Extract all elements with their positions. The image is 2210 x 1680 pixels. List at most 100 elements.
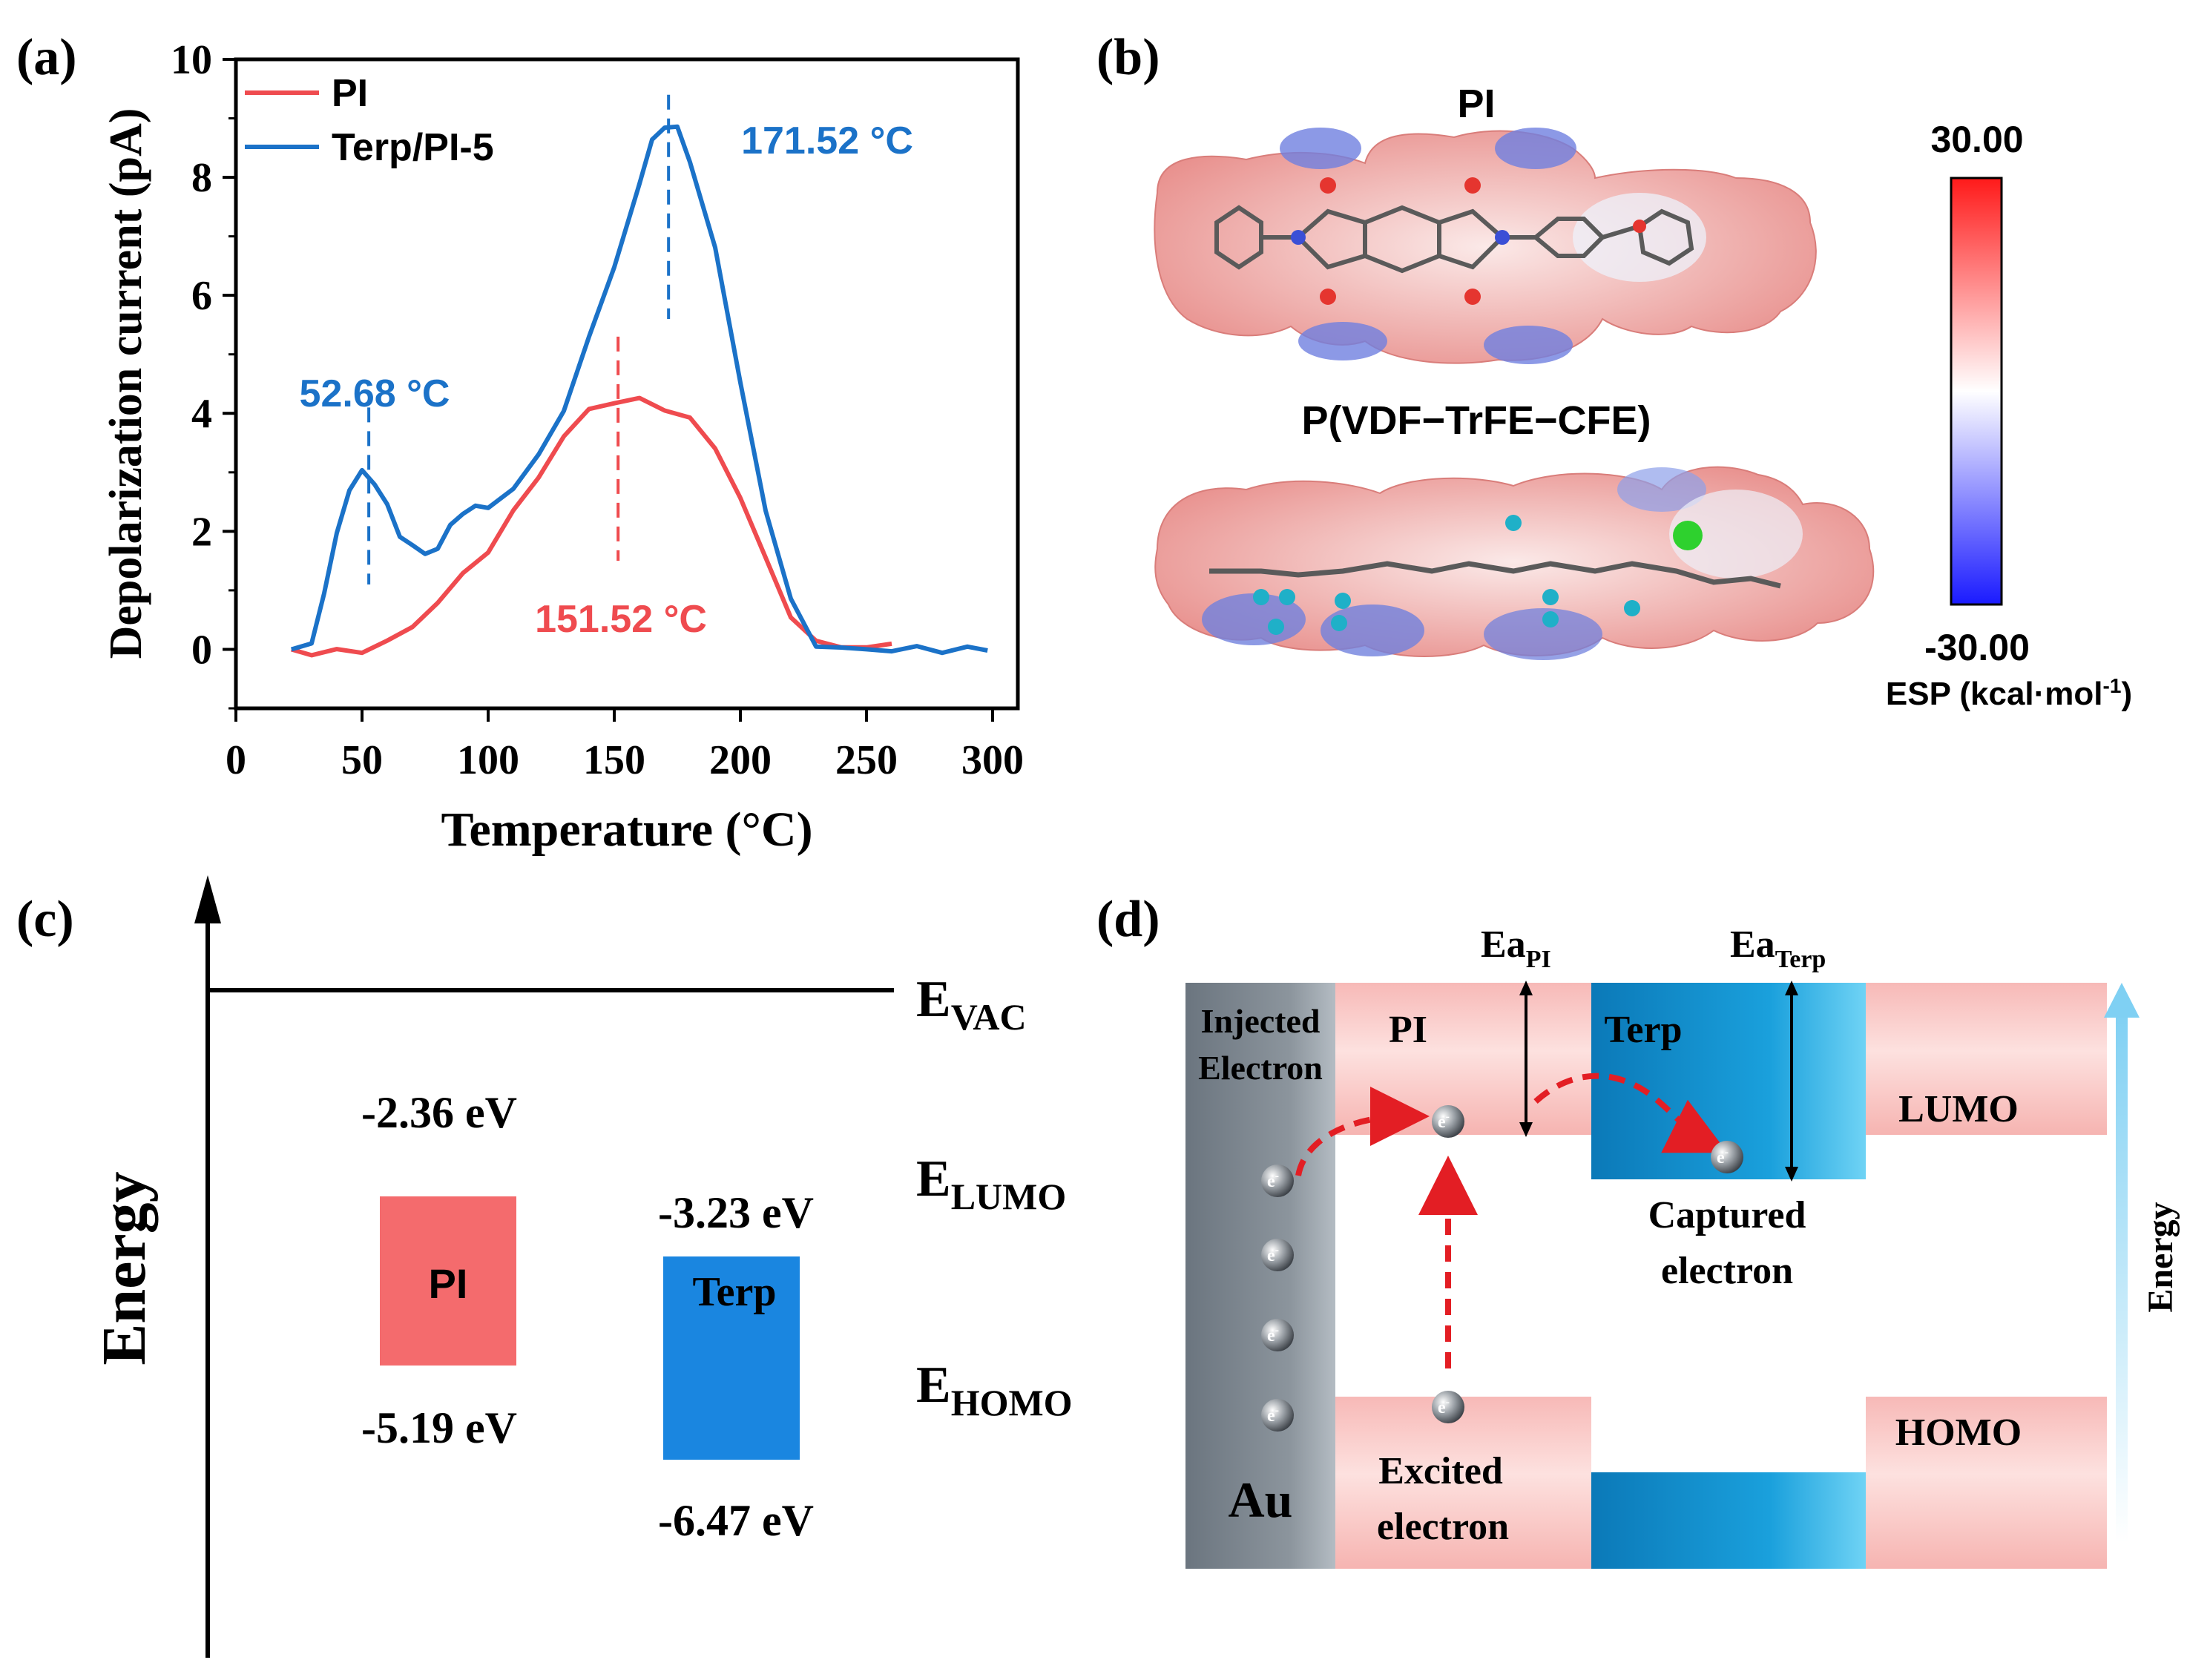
- panel-a: (a) 0 50 100 150 200 250 300 0 2 4 6 8 10 52.68 °C 17…: [16, 29, 1024, 857]
- plot-frame: [234, 57, 1020, 711]
- colorbar: [1950, 177, 2003, 606]
- terp-homo-band: [1591, 1472, 1866, 1569]
- series-line-terp: [290, 124, 988, 656]
- captured-label-line1: Captured: [1648, 1194, 1806, 1236]
- x-tick-label: 0: [226, 737, 246, 783]
- e-homo-label: EHOMO: [916, 1357, 1073, 1423]
- panel-d-label: (d): [1096, 891, 1160, 948]
- energy-axis-arrowhead: [194, 875, 221, 923]
- panel-c-label: (c): [16, 891, 74, 948]
- pvdf-fluorine-atoms: [1253, 515, 1640, 635]
- terp-energy-box: [663, 1256, 800, 1460]
- x-tick-label: 100: [457, 737, 519, 783]
- peak-label: 151.52 °C: [535, 598, 707, 641]
- peak-label: 52.68 °C: [300, 372, 450, 415]
- y-tick-label: 6: [191, 273, 212, 319]
- terp-lumo-value: -3.23 eV: [658, 1188, 814, 1237]
- energy-axis-label: Energy: [90, 1171, 159, 1365]
- pvdf-negative-region: [1321, 605, 1424, 656]
- pi-negative-region: [1280, 128, 1361, 169]
- pi-homo-value: -5.19 eV: [361, 1403, 517, 1452]
- energy-gradient-arrowhead: [2104, 983, 2140, 1018]
- electron-icon: e-: [1261, 1165, 1294, 1197]
- electron-icon: e-: [1432, 1105, 1464, 1138]
- pi-negative-region: [1495, 128, 1576, 169]
- ea-terp-marker: [1785, 981, 1798, 1182]
- au-label: Au: [1229, 1472, 1293, 1528]
- terp-box-label: Terp: [692, 1269, 776, 1315]
- chart-series: [290, 124, 988, 658]
- panel-d: (d) Injected Electron Au PI Terp LUMO HO…: [1096, 891, 2180, 1569]
- peak-label: 171.52 °C: [741, 119, 913, 162]
- pi-surface-shape: [1154, 130, 1817, 364]
- ea-pi-label: EaPI: [1481, 923, 1551, 973]
- pi-oxygen-atoms: [1320, 177, 1646, 305]
- x-tick-label: 200: [709, 737, 772, 783]
- injection-path-arrow: [1295, 1087, 1430, 1176]
- energy-gradient-arrow: [2116, 1009, 2128, 1543]
- pi-box-label: PI: [429, 1260, 468, 1307]
- pvdf-negative-region: [1484, 608, 1602, 660]
- pi-negative-region: [1298, 322, 1387, 360]
- x-tick-label: 150: [583, 737, 645, 783]
- terp-homo-value: -6.47 eV: [658, 1496, 814, 1545]
- homo-label: HOMO: [1895, 1411, 2022, 1454]
- pi-esp-surface: [1154, 128, 1817, 364]
- terp-band-label: Terp: [1605, 1009, 1683, 1051]
- electron-icon: e-: [1261, 1239, 1294, 1271]
- pi-negative-region: [1484, 326, 1573, 364]
- y-axis-label: Depolarization current (pA): [101, 108, 151, 659]
- x-tick-label: 50: [341, 737, 383, 783]
- pvdf-chlorine-atom: [1673, 521, 1703, 550]
- capture-path-arrow: [1533, 1073, 1728, 1153]
- electron-icon: e-: [1261, 1319, 1294, 1351]
- esp-colorbar: 30.00 -30.00 ESP (kcal·mol-1): [1886, 119, 2132, 712]
- pvdf-negative-region: [1617, 467, 1706, 512]
- panel-b-label: (b): [1096, 29, 1160, 86]
- pi-homo-band: [1335, 1397, 1591, 1569]
- electron-icon: e-: [1261, 1399, 1294, 1432]
- right-lumo-band: [1866, 983, 2107, 1135]
- colorbar-max-label: 30.00: [1930, 119, 2023, 160]
- electron-icon: e-: [1711, 1141, 1743, 1173]
- pvdf-neutral-region: [1669, 490, 1803, 579]
- ea-terp-label: EaTerp: [1730, 923, 1826, 973]
- molecule-pi-title: PI: [1457, 82, 1495, 126]
- electrons: e-e-e-e-e-e-e-: [1261, 1105, 1743, 1432]
- ea-pi-marker: [1519, 981, 1533, 1137]
- pi-nitrogen-atoms: [1291, 230, 1510, 245]
- excited-label-line2: electron: [1377, 1506, 1509, 1548]
- y-tick-label: 2: [191, 509, 212, 555]
- series-line-pi: [290, 395, 892, 658]
- au-electrode: [1185, 983, 1335, 1569]
- panel-b: (b) PI: [1096, 29, 2132, 712]
- molecule-pvdf-title: P(VDF−TrFE−CFE): [1301, 398, 1651, 443]
- chart-ticks: 0 50 100 150 200 250 300 0 2 4 6 8 10: [171, 37, 1024, 783]
- legend-label-terp: Terp/PI-5: [332, 126, 494, 169]
- pvdf-esp-surface: [1154, 466, 1875, 660]
- y-tick-label: 4: [191, 391, 212, 437]
- energy-label-d: Energy: [2141, 1202, 2180, 1312]
- chart-legend: PI Terp/PI-5: [245, 72, 494, 169]
- chart-annotations: 52.68 °C 171.52 °C 151.52 °C: [300, 94, 913, 641]
- panel-a-label: (a): [16, 29, 77, 86]
- pvdf-backbone: [1209, 561, 1781, 589]
- x-axis-label: Temperature (°C): [441, 803, 812, 857]
- y-tick-label: 10: [171, 37, 212, 83]
- x-tick-label: 300: [961, 737, 1024, 783]
- panel-c: (c) Energy EVAC ELUMO EHOMO -2.36 eV PI …: [16, 875, 1073, 1658]
- lumo-label: LUMO: [1898, 1088, 2019, 1130]
- e-lumo-label: ELUMO: [916, 1150, 1066, 1217]
- e-vac-label: EVAC: [916, 971, 1027, 1038]
- injected-label-line2: Electron: [1198, 1049, 1323, 1087]
- colorbar-unit: ESP (kcal·mol-1): [1886, 674, 2132, 712]
- captured-label-line2: electron: [1661, 1250, 1793, 1292]
- y-tick-label: 8: [191, 155, 212, 201]
- y-tick-label: 0: [191, 627, 212, 673]
- pi-lumo-value: -2.36 eV: [361, 1088, 517, 1137]
- excited-label-line1: Excited: [1378, 1450, 1503, 1492]
- pi-lumo-band: [1335, 983, 1591, 1135]
- pi-band-label: PI: [1389, 1009, 1427, 1051]
- pi-energy-box: [380, 1196, 516, 1366]
